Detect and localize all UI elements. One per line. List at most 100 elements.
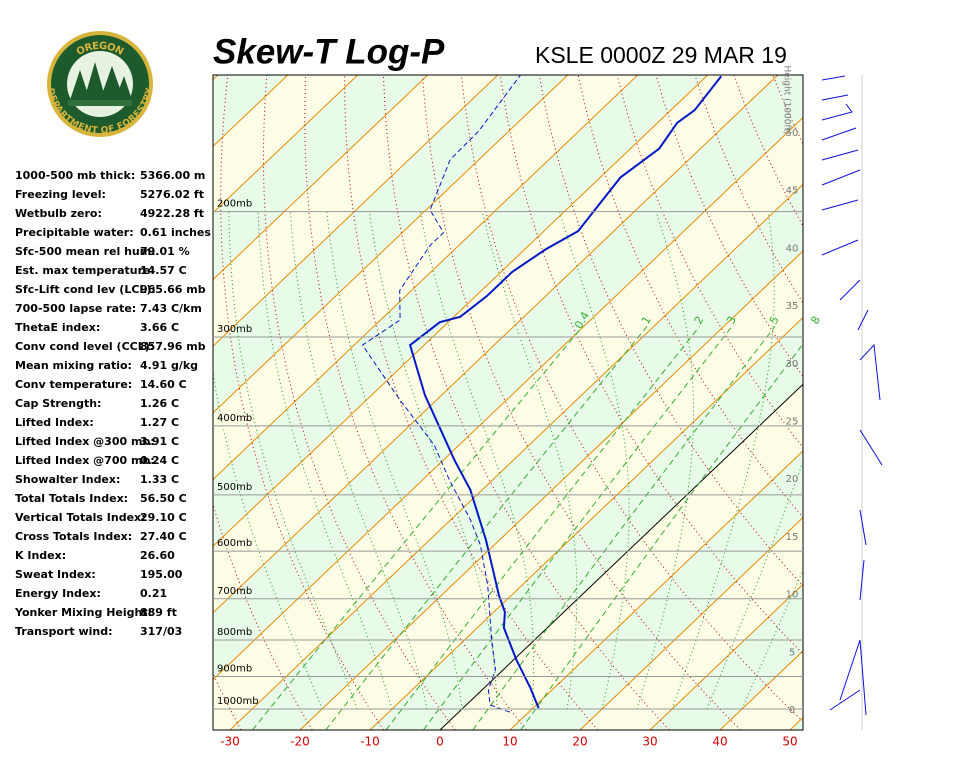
stat-value: 14.57 C (140, 264, 187, 277)
stat-label: Sweat Index: (15, 568, 96, 581)
isotherm (213, 75, 499, 347)
stat-label: 700-500 lapse rate: (15, 302, 136, 315)
logo-top-path: OREGON (75, 41, 125, 58)
stat-value: 195.00 (140, 568, 183, 581)
moist-adiabat (419, 211, 535, 710)
mixing-ratio-line (325, 326, 648, 730)
stat-label: K Index: (15, 549, 66, 562)
isotherm (213, 75, 709, 547)
dry-adiabat (220, 75, 385, 730)
dry-adiabat (213, 502, 313, 730)
stat-value: 29.10 C (140, 511, 187, 524)
stat-value: 3.66 C (140, 321, 179, 334)
height-tick-label: 40 (786, 243, 799, 254)
height-axis-label: Height (1000ft) (782, 65, 792, 134)
height-tick-label: 0 (789, 705, 795, 716)
isotherm (299, 250, 803, 730)
stat-label: Cap Strength: (15, 397, 101, 410)
height-tick-label: 20 (786, 474, 799, 485)
stat-value: 56.50 C (140, 492, 187, 505)
isotherm (213, 75, 429, 281)
dry-adiabat (918, 54, 960, 730)
isobar-label: 200mb (217, 199, 252, 210)
dry-adiabat (879, 54, 960, 730)
isobar-label: 300mb (217, 324, 252, 335)
stat-label: Cross Totals Index: (15, 530, 132, 543)
stat-label: Vertical Totals Index: (15, 511, 146, 524)
x-tick-label: -10 (360, 735, 380, 749)
stat-value: 1.33 C (140, 473, 179, 486)
x-tick-label: 30 (642, 735, 657, 749)
stat-label: Freezing level: (15, 188, 106, 201)
isobar-label: 800mb (217, 627, 252, 638)
stat-label: ThetaE index: (15, 321, 100, 334)
height-tick-label: 45 (786, 186, 799, 197)
stat-value: 0.24 C (140, 454, 179, 467)
mixing-ratio-line (385, 326, 700, 730)
stat-value: 4922.28 ft (140, 207, 204, 220)
stat-value: 1.27 C (140, 416, 179, 429)
isotherm (649, 583, 803, 730)
mixing-ratio-line (520, 343, 803, 730)
isotherm (579, 516, 803, 730)
isotherm (213, 116, 803, 681)
isobar-label: 400mb (217, 413, 252, 424)
stat-value: 5276.02 ft (140, 188, 204, 201)
stat-label: Conv cond level (CCL): (15, 340, 154, 353)
dewpoint-profile (361, 75, 522, 713)
height-tick-label: 25 (786, 417, 799, 428)
isotherm (789, 716, 803, 730)
x-tick-label: 20 (572, 735, 587, 749)
title: Skew-T Log-P (213, 32, 445, 71)
stat-label: 1000-500 mb thick: (15, 169, 135, 182)
isotherm (213, 75, 779, 614)
stat-label: Energy Index: (15, 587, 101, 600)
isotherm-band (213, 117, 803, 730)
dry-adiabat (262, 75, 456, 730)
stat-label: Lifted Index @700 mb: (15, 454, 155, 467)
isotherm-band (213, 75, 803, 680)
isobar-label: 700mb (217, 586, 252, 597)
dry-adiabat (841, 54, 960, 730)
moist-adiabat (741, 569, 803, 710)
x-tick-label: 0 (436, 735, 444, 749)
stat-label: Sfc-Lift cond lev (LCL): (15, 283, 156, 296)
stat-value: 7.43 C/km (140, 302, 202, 315)
stat-value: 857.96 mb (140, 340, 206, 353)
moist-adiabat (481, 211, 578, 710)
dry-adiabat (956, 54, 960, 730)
stat-value: 27.40 C (140, 530, 187, 543)
temperature-profile (408, 75, 722, 709)
height-tick-label: 10 (786, 590, 799, 601)
stat-value: 5366.00 m (140, 169, 205, 182)
stat-label: Lifted Index: (15, 416, 94, 429)
mixing-ratio-label: 8 (808, 314, 823, 327)
stat-value: 14.60 C (140, 378, 187, 391)
x-tick-label: 40 (712, 735, 727, 749)
dry-adiabat (383, 75, 670, 730)
stat-value: 79.01 % (140, 245, 190, 258)
dry-adiabat (421, 75, 741, 730)
mixing-ratio-line (472, 326, 776, 730)
stat-value: 1.26 C (140, 397, 179, 410)
stat-value: 0.61 inches (140, 226, 211, 239)
dry-adiabat (538, 75, 803, 587)
height-tick-label: 5 (789, 647, 795, 658)
isotherm (213, 75, 639, 481)
stat-label: Total Totals Index: (15, 492, 128, 505)
stat-value: 965.66 mb (140, 283, 206, 296)
x-tick-label: 10 (502, 735, 517, 749)
stat-value: 3.91 C (140, 435, 179, 448)
isobar-label: 600mb (217, 538, 252, 549)
dry-adiabat (803, 54, 960, 730)
stat-value: 26.60 (140, 549, 175, 562)
plot-border (212, 74, 804, 731)
stat-label: Transport wind: (15, 625, 113, 638)
isotherm (213, 75, 359, 214)
stat-label: Wetbulb zero: (15, 207, 102, 220)
stat-value: 889 ft (140, 606, 177, 619)
isobar-label: 1000mb (217, 696, 259, 707)
stat-label: Sfc-500 mean rel hum: (15, 245, 156, 258)
